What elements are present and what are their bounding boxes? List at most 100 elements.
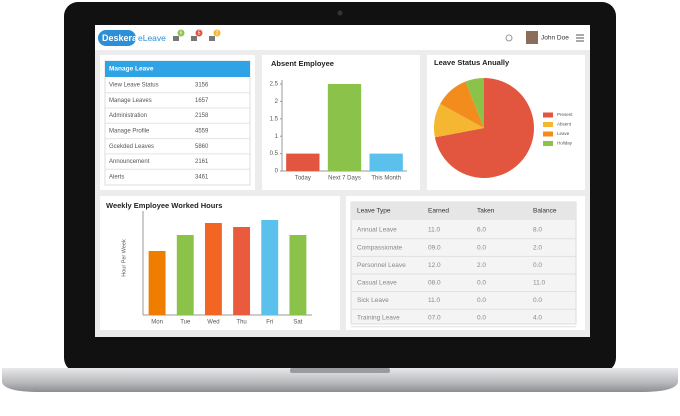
- cell: 0.0: [477, 315, 486, 322]
- x-tick-label: Thu: [236, 320, 246, 326]
- badge-count: 5: [198, 31, 201, 37]
- menu-count: 4559: [195, 128, 209, 134]
- bell-icon[interactable]: [173, 36, 179, 41]
- bar: [233, 227, 251, 315]
- cell: 11.0: [428, 297, 441, 304]
- cell: 0.0: [533, 297, 542, 304]
- cell: 11.0: [533, 280, 546, 287]
- legend-swatch: [543, 131, 553, 137]
- column-header: Leave Type: [357, 208, 391, 215]
- cell: Compassionate: [357, 244, 403, 251]
- cell: 4.0: [533, 315, 542, 322]
- chart-title: Absent Employee: [271, 59, 334, 68]
- badge: [177, 29, 185, 37]
- x-tick-label: This Month: [371, 176, 401, 182]
- cell: 8.0: [533, 227, 542, 234]
- table-header: [351, 202, 576, 220]
- menu-count: 1657: [195, 98, 209, 104]
- x-tick-label: Today: [295, 176, 311, 182]
- bar: [327, 84, 362, 171]
- cell: Personnel Leave: [357, 262, 406, 269]
- x-tick-label: Mon: [151, 320, 163, 326]
- badge: [213, 29, 221, 37]
- x-tick-label: Tue: [180, 320, 191, 326]
- product-name: eLeave: [138, 33, 166, 43]
- notch: [290, 368, 390, 373]
- menu-item[interactable]: View Leave Status: [109, 83, 159, 89]
- bar: [286, 153, 320, 171]
- y-tick-label: 1.5: [270, 116, 279, 122]
- badge: [195, 29, 203, 37]
- bar: [369, 153, 403, 171]
- cell: 0.0: [477, 244, 486, 251]
- chart-title: Weekly Employee Worked Hours: [106, 201, 222, 210]
- menu-count: 5860: [195, 144, 209, 150]
- menu-item[interactable]: Announcement: [109, 159, 150, 165]
- y-tick-label: 1: [275, 134, 279, 140]
- legend-label: Absent: [557, 122, 572, 127]
- pie-slice: [434, 78, 534, 178]
- menu-count: 3461: [195, 174, 209, 180]
- legend-label: Present: [557, 112, 573, 117]
- top-bar: [95, 25, 590, 50]
- column-header: Taken: [477, 208, 495, 215]
- badge-count: 2: [216, 31, 219, 37]
- column-header: Earned: [428, 208, 449, 215]
- table-box: [350, 201, 577, 325]
- user-name[interactable]: John Doe: [541, 35, 569, 42]
- bar: [289, 235, 307, 315]
- x-tick-label: Next 7 Days: [328, 176, 361, 182]
- search-icon[interactable]: [505, 34, 513, 42]
- x-tick-label: Wed: [207, 320, 219, 326]
- x-tick-label: Fri: [266, 320, 273, 326]
- menu-header[interactable]: [105, 61, 250, 77]
- column-header: Balance: [533, 208, 557, 215]
- menu-item[interactable]: Gcekded Leaves: [109, 144, 154, 150]
- bar: [176, 235, 194, 315]
- cell: Training Leave: [357, 315, 400, 322]
- menu-panel: [100, 55, 255, 190]
- chart-title: Leave Status Anually: [434, 58, 510, 67]
- legend-swatch: [543, 112, 553, 118]
- menu-item[interactable]: Manage Profile: [109, 128, 150, 134]
- camera: [337, 10, 343, 16]
- cell: 0.0: [477, 280, 486, 287]
- x-tick-label: Sat: [293, 320, 302, 326]
- cell: 12.0: [428, 262, 441, 269]
- menu-count: 3156: [195, 83, 209, 89]
- legend-swatch: [543, 141, 553, 146]
- menu-icon[interactable]: [576, 34, 584, 42]
- cell: Annual Leave: [357, 227, 397, 234]
- cell: 07.0: [428, 315, 441, 322]
- menu-count: 2161: [195, 159, 209, 165]
- bar: [204, 223, 222, 315]
- bar: [261, 220, 279, 315]
- y-tick-label: 2: [275, 99, 279, 105]
- cell: 08.0: [428, 280, 441, 287]
- bell-icon[interactable]: [209, 36, 215, 41]
- y-tick-label: 0: [275, 169, 279, 175]
- menu-item[interactable]: Administration: [109, 113, 147, 119]
- cell: 09.0: [428, 244, 441, 251]
- legend-label: Leave: [557, 131, 570, 136]
- cell: 2.0: [533, 244, 542, 251]
- cell: 11.0: [428, 227, 441, 234]
- cell: 6.0: [477, 227, 486, 234]
- avatar[interactable]: [526, 31, 538, 44]
- logo-badge: [98, 30, 136, 46]
- bar: [148, 251, 166, 315]
- menu-item[interactable]: Alerts: [109, 174, 124, 180]
- cell: Casual Leave: [357, 280, 397, 287]
- y-tick-label: 2.5: [270, 82, 279, 88]
- badge-count: 6: [180, 31, 183, 37]
- menu-title: Manage Leave: [109, 66, 154, 73]
- bell-icon[interactable]: [191, 36, 197, 41]
- menu-item[interactable]: Manage Leaves: [109, 98, 152, 104]
- cell: 0.0: [477, 297, 486, 304]
- cell: 0.0: [533, 262, 542, 269]
- pie-slice: [440, 81, 484, 128]
- pie-slice: [434, 103, 484, 138]
- cell: 2.0: [477, 262, 486, 269]
- cell: Sick Leave: [357, 297, 389, 304]
